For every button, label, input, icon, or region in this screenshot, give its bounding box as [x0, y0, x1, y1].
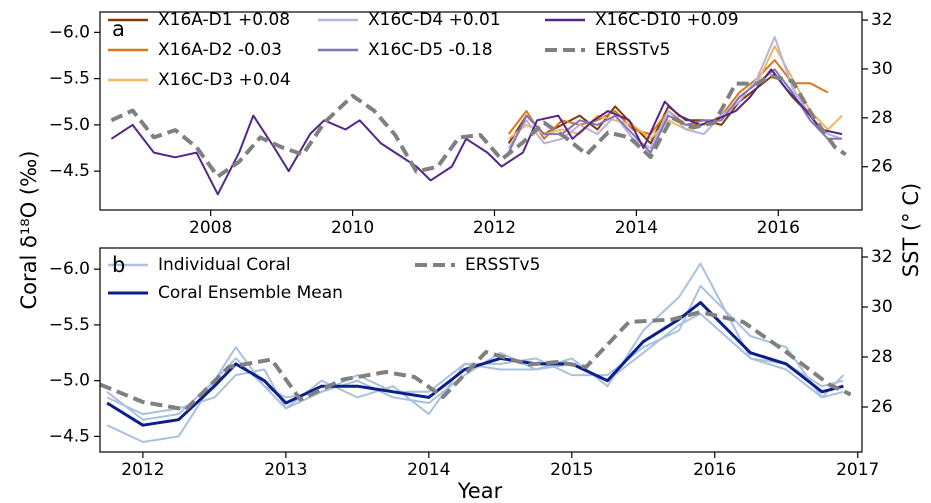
- legend-label: X16C-D5 -0.18: [368, 40, 493, 60]
- y2-tick-label: 28: [871, 108, 893, 128]
- y-tick-label: −5.0: [49, 371, 90, 391]
- y2-tick-label: 32: [871, 247, 893, 267]
- x-tick-label: 2014: [615, 218, 658, 238]
- y2-tick-label: 26: [871, 397, 893, 417]
- legend-label: X16A-D2 -0.03: [158, 40, 282, 60]
- coral-line: [110, 68, 843, 196]
- coral-line: [106, 262, 845, 443]
- panel-label: a: [112, 17, 125, 41]
- legend-label: X16A-D1 +0.08: [158, 10, 290, 30]
- legend-label: Individual Coral: [158, 255, 291, 275]
- legend-label: Coral Ensemble Mean: [158, 283, 343, 303]
- plot-frame: [99, 247, 863, 453]
- y2-tick-label: 30: [871, 59, 893, 79]
- y-tick-label: −5.5: [49, 315, 90, 335]
- x-tick-label: 2008: [189, 218, 232, 238]
- x-axis-label: Year: [457, 479, 503, 503]
- x-tick-label: 2015: [550, 460, 593, 480]
- y-tick-label: −5.5: [49, 69, 90, 89]
- x-tick-label: 2016: [693, 460, 736, 480]
- y2-axis-label: SST (° C): [899, 183, 923, 277]
- y-axis-label: Coral δ¹⁸O (‰): [17, 151, 41, 310]
- y-tick-label: −6.0: [49, 259, 90, 279]
- y2-tick-label: 26: [871, 157, 893, 177]
- sst-line: [100, 310, 852, 412]
- x-tick-label: 2012: [473, 218, 516, 238]
- legend-label: X16C-D3 +0.04: [158, 70, 291, 90]
- y-tick-label: −6.0: [49, 22, 90, 42]
- y2-tick-label: 30: [871, 297, 893, 317]
- sst-line: [110, 74, 847, 179]
- legend-label: X16C-D4 +0.01: [368, 10, 501, 30]
- legend-label: ERSSTv5: [465, 255, 540, 275]
- y-tick-label: −5.0: [49, 115, 90, 135]
- x-tick-label: 2013: [264, 460, 307, 480]
- y2-tick-label: 32: [871, 10, 893, 30]
- x-tick-label: 2017: [836, 460, 879, 480]
- x-tick-label: 2014: [407, 460, 450, 480]
- legend-label: ERSSTv5: [595, 40, 670, 60]
- panel-label: b: [112, 253, 125, 277]
- coral-line: [106, 301, 844, 427]
- y-tick-label: −4.5: [49, 426, 90, 446]
- x-tick-label: 2012: [121, 460, 164, 480]
- y2-tick-label: 28: [871, 347, 893, 367]
- plot-frame: [99, 11, 863, 211]
- coral-line: [508, 45, 843, 140]
- legend-label: X16C-D10 +0.09: [595, 10, 739, 30]
- x-tick-label: 2010: [331, 218, 374, 238]
- x-tick-label: 2016: [757, 218, 800, 238]
- y-tick-label: −4.5: [49, 161, 90, 181]
- coral-line: [106, 284, 844, 416]
